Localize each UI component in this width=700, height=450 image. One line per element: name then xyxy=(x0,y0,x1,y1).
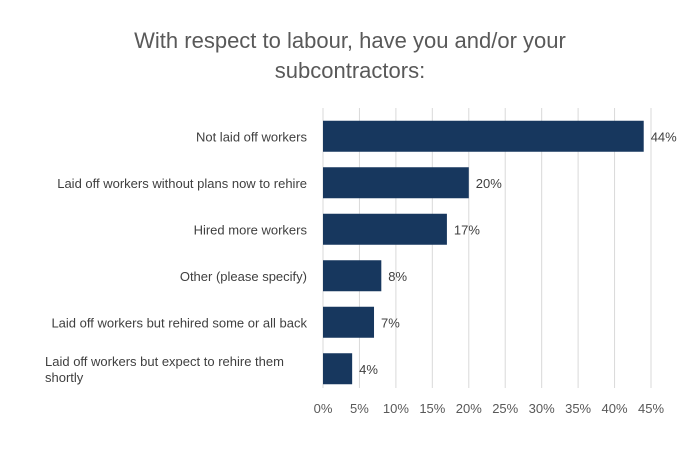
x-tick-label: 15% xyxy=(419,401,445,416)
category-labels: Not laid off workers Laid off workers wit… xyxy=(45,129,307,385)
x-tick-label: 10% xyxy=(383,401,409,416)
category-label: Laid off workers without plans now to re… xyxy=(57,176,307,191)
bar xyxy=(323,353,353,385)
bar xyxy=(323,120,644,152)
x-tick-label: 0% xyxy=(314,401,333,416)
x-tick-label: 25% xyxy=(492,401,518,416)
x-tick-label: 5% xyxy=(350,401,369,416)
category-label: Hired more workers xyxy=(194,222,308,237)
data-label: 4% xyxy=(359,362,378,377)
bar xyxy=(323,213,447,245)
x-tick-label: 30% xyxy=(529,401,555,416)
bar xyxy=(323,306,375,338)
x-tick-label: 45% xyxy=(638,401,664,416)
bar xyxy=(323,167,469,199)
data-label: 44% xyxy=(651,129,677,144)
bars xyxy=(323,120,644,385)
data-label: 8% xyxy=(388,269,407,284)
data-label: 20% xyxy=(476,176,502,191)
gridlines xyxy=(322,108,652,388)
category-label: Not laid off workers xyxy=(196,129,308,144)
x-axis-ticks: 0% 5% 10% 15% 20% 25% 30% 35% 40% 45% xyxy=(314,401,665,416)
data-label: 17% xyxy=(454,222,480,237)
category-label: Laid off workers but expect to rehire th… xyxy=(45,354,284,385)
data-label: 7% xyxy=(381,315,400,330)
x-tick-label: 35% xyxy=(565,401,591,416)
x-tick-label: 20% xyxy=(456,401,482,416)
chart-title: With respect to labour, have you and/or … xyxy=(134,28,566,83)
category-label: Laid off workers but rehired some or all… xyxy=(51,315,307,330)
category-label: Other (please specify) xyxy=(180,269,307,284)
data-labels: 44% 20% 17% 8% 7% 4% xyxy=(359,129,677,377)
bar xyxy=(323,260,382,292)
x-tick-label: 40% xyxy=(602,401,628,416)
